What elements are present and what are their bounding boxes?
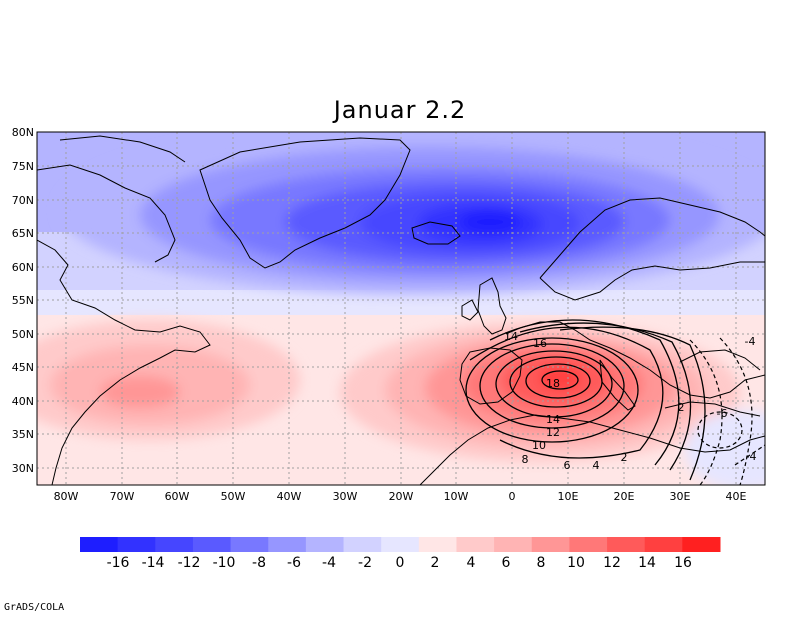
x-tick-label: 10E <box>558 490 579 503</box>
contour-label: -6 <box>717 407 728 420</box>
y-tick-label: 65N <box>12 227 34 240</box>
contour-label: 12 <box>546 426 560 439</box>
positive-contours <box>465 319 706 481</box>
colorbar-swatch <box>305 537 345 552</box>
y-tick-label: 40N <box>12 395 34 408</box>
colorbar-swatch <box>80 537 119 552</box>
colorbar-swatch <box>230 537 269 552</box>
colorbar-label: -12 <box>178 555 201 571</box>
x-tick-label: 30E <box>670 490 691 503</box>
x-tick-label: 80W <box>54 490 79 503</box>
contour-label: 2 <box>621 451 628 464</box>
colorbar-label: -14 <box>142 555 165 571</box>
x-axis-labels: 80W 70W 60W 50W 40W 30W 20W 10W 0 10E 20… <box>54 490 747 503</box>
colorbar-swatch <box>268 537 307 552</box>
colorbar-label: 2 <box>431 555 440 571</box>
contour-label: 18 <box>546 377 560 390</box>
y-tick-label: 55N <box>12 294 34 307</box>
colorbar-label: 8 <box>537 555 546 571</box>
y-tick-label: 30N <box>12 462 34 475</box>
colorbar-label: -4 <box>322 555 336 571</box>
colorbar-label: -2 <box>358 555 372 571</box>
x-tick-label: 70W <box>110 490 135 503</box>
y-tick-label: 60N <box>12 261 34 274</box>
colorbar-label: 4 <box>467 555 476 571</box>
x-tick-label: 30W <box>333 490 358 503</box>
colorbar-swatch <box>456 537 495 552</box>
colorbar-swatch <box>343 537 382 552</box>
y-tick-label: 80N <box>12 126 34 139</box>
plot-frame <box>36 131 766 486</box>
graticule <box>37 132 765 485</box>
colorbar-label: -16 <box>107 555 130 571</box>
y-axis-labels: 80N 75N 70N 65N 60N 55N 50N 45N 40N 35N … <box>12 126 34 475</box>
colorbar-label: 0 <box>396 555 405 571</box>
contour-label: -4 <box>746 450 757 463</box>
credit-text: GrADS/COLA <box>4 602 65 613</box>
x-tick-label: 20W <box>389 490 414 503</box>
colorbar-swatch <box>607 537 646 552</box>
colorbar-swatch <box>418 537 457 552</box>
colorbar-label: -6 <box>287 555 301 571</box>
colorbar <box>80 537 721 552</box>
x-tick-label: 60W <box>165 490 190 503</box>
x-tick-label: 50W <box>221 490 246 503</box>
shaded-field <box>37 132 765 485</box>
colorbar-label: 14 <box>638 555 656 571</box>
contour-label: 10 <box>532 439 546 452</box>
contour-labels: 14 16 18 14 12 10 8 6 4 2 2 -4 -6 -4 <box>504 330 756 472</box>
contour-label: 16 <box>533 337 547 350</box>
y-tick-label: 45N <box>12 361 34 374</box>
x-tick-label: 40E <box>726 490 747 503</box>
contour-label: 8 <box>522 453 529 466</box>
contour-label: 2 <box>678 401 685 414</box>
contour-label: 6 <box>564 459 571 472</box>
contour-label: 4 <box>593 459 600 472</box>
colorbar-swatch <box>644 537 683 552</box>
colorbar-label: 12 <box>603 555 621 571</box>
colorbar-label: 6 <box>502 555 511 571</box>
y-tick-label: 75N <box>12 160 34 173</box>
y-tick-label: 70N <box>12 194 34 207</box>
colorbar-labels: -16 -14 -12 -10 -8 -6 -4 -2 0 2 4 6 8 10… <box>107 555 692 571</box>
contour-label: -4 <box>745 335 756 348</box>
colorbar-swatch <box>192 537 232 552</box>
x-tick-label: 40W <box>277 490 302 503</box>
map-title: Januar 2.2 <box>333 96 467 124</box>
colorbar-swatch <box>531 537 570 552</box>
colorbar-label: 10 <box>567 555 585 571</box>
coastlines <box>37 135 765 485</box>
colorbar-label: -8 <box>252 555 266 571</box>
x-tick-label: 10W <box>444 490 469 503</box>
colorbar-swatch <box>381 537 420 552</box>
colorbar-label: -10 <box>213 555 236 571</box>
y-tick-label: 50N <box>12 328 34 341</box>
colorbar-label: 16 <box>674 555 692 571</box>
colorbar-swatch <box>494 537 533 552</box>
colorbar-swatch <box>155 537 194 552</box>
colorbar-swatch <box>117 537 156 552</box>
y-tick-label: 35N <box>12 428 34 441</box>
colorbar-swatch <box>682 537 721 552</box>
negative-contours <box>689 337 765 485</box>
contour-label: 14 <box>504 330 518 343</box>
x-tick-label: 20E <box>614 490 635 503</box>
contour-label: 14 <box>546 413 560 426</box>
x-tick-label: 0 <box>509 490 516 503</box>
colorbar-swatch <box>569 537 608 552</box>
